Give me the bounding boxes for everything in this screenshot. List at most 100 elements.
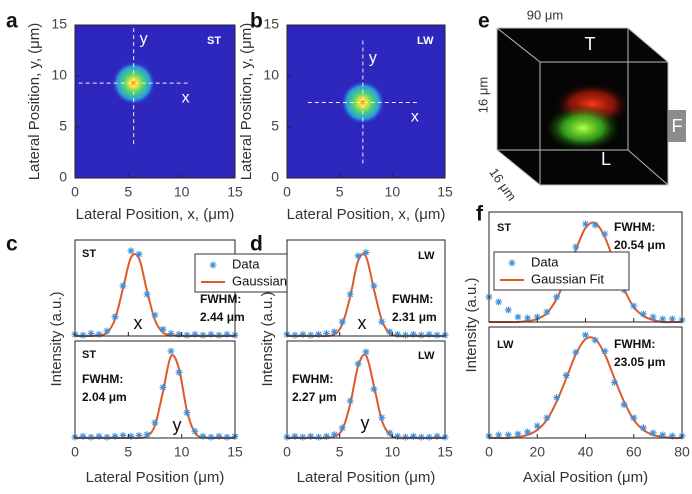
data-point bbox=[425, 433, 433, 441]
legend-label: Gaussian Fit bbox=[531, 271, 604, 286]
data-point bbox=[215, 432, 223, 440]
axes-frame bbox=[286, 239, 446, 337]
y-tick-label: 10 bbox=[51, 67, 67, 83]
data-point bbox=[394, 432, 402, 440]
tag: ST bbox=[82, 349, 96, 361]
data-point bbox=[417, 331, 425, 339]
fwhm-annotation: FWHM: bbox=[614, 337, 655, 351]
data-point bbox=[402, 331, 409, 339]
data-point bbox=[630, 302, 638, 310]
data-point bbox=[111, 432, 119, 440]
legend-label: Data bbox=[531, 254, 559, 269]
profile-axis-label: y bbox=[361, 413, 370, 433]
y-axis-label: Intensity (a.u.) bbox=[259, 291, 276, 386]
data-point bbox=[524, 428, 532, 436]
tag: LW bbox=[497, 339, 514, 351]
data-point bbox=[639, 310, 647, 318]
panel-letter: e bbox=[478, 10, 490, 33]
x-tick-label: 5 bbox=[124, 444, 132, 460]
data-point bbox=[338, 424, 346, 432]
fwhm-annotation: 20.54 μm bbox=[614, 238, 665, 252]
tag: LW bbox=[418, 350, 435, 362]
data-point bbox=[668, 315, 676, 323]
x-tick-label: 0 bbox=[71, 444, 79, 460]
data-point bbox=[620, 401, 628, 409]
data-point bbox=[553, 293, 561, 301]
data-point bbox=[143, 431, 151, 439]
data-point bbox=[370, 282, 378, 290]
data-point bbox=[582, 331, 589, 339]
data-point bbox=[323, 329, 330, 337]
data-point bbox=[111, 313, 119, 321]
data-point bbox=[504, 431, 512, 439]
data-point bbox=[394, 330, 402, 338]
data-point bbox=[199, 331, 207, 339]
legend-label: Data bbox=[232, 256, 260, 271]
data-point bbox=[103, 433, 111, 441]
tag: ST bbox=[82, 248, 96, 260]
data-point bbox=[191, 330, 199, 338]
x-tick-label: 10 bbox=[174, 184, 190, 200]
fwhm-annotation: FWHM: bbox=[392, 292, 433, 306]
y-tick-label: 10 bbox=[263, 67, 279, 83]
profile-axis-label: y bbox=[173, 415, 182, 435]
data-point bbox=[649, 429, 657, 437]
spot bbox=[111, 61, 156, 106]
tag: LW bbox=[418, 250, 435, 262]
x-tick-label: 40 bbox=[578, 444, 594, 460]
crosshair-label: x bbox=[411, 109, 419, 126]
x-tick-label: 15 bbox=[437, 184, 453, 200]
data-point bbox=[95, 432, 103, 440]
fwhm-annotation: FWHM: bbox=[82, 372, 123, 386]
data-point bbox=[630, 414, 638, 422]
data-point bbox=[135, 431, 143, 439]
data-point bbox=[582, 220, 589, 228]
data-point bbox=[338, 318, 346, 326]
data-point bbox=[370, 385, 378, 393]
x-axis-label: Lateral Position, x, (μm) bbox=[287, 206, 446, 223]
y-axis-label: Lateral Position, y, (μm) bbox=[26, 23, 43, 181]
data-point bbox=[183, 409, 191, 417]
data-point bbox=[330, 328, 338, 336]
data-point bbox=[495, 431, 503, 439]
data-point bbox=[315, 330, 323, 338]
crosshair-label: y bbox=[369, 50, 377, 67]
data-point bbox=[299, 330, 307, 338]
legend-box bbox=[493, 251, 630, 291]
dimension-label: 90 μm bbox=[527, 7, 563, 22]
panel-letter: b bbox=[250, 10, 263, 33]
panel-letter: c bbox=[6, 233, 18, 256]
data-point bbox=[409, 330, 417, 338]
data-point bbox=[167, 329, 175, 337]
tag: ST bbox=[497, 222, 511, 234]
data-point bbox=[346, 290, 354, 298]
axes-frame bbox=[488, 326, 683, 439]
profile-axis-label: x bbox=[358, 313, 367, 333]
x-tick-label: 15 bbox=[227, 184, 243, 200]
data-point bbox=[543, 414, 551, 422]
data-point bbox=[354, 252, 362, 260]
data-point bbox=[299, 433, 307, 441]
y-tick-label: 15 bbox=[263, 16, 279, 32]
crosshair-label: y bbox=[140, 30, 148, 47]
data-point bbox=[659, 315, 667, 323]
data-point bbox=[610, 379, 618, 386]
x-tick-label: 0 bbox=[485, 444, 493, 460]
y-tick-label: 0 bbox=[271, 169, 279, 185]
data-point bbox=[591, 221, 599, 229]
data-point bbox=[659, 431, 667, 439]
x-tick-label: 5 bbox=[336, 184, 344, 200]
data-point bbox=[639, 424, 647, 432]
x-tick-label: 60 bbox=[626, 444, 642, 460]
axes-background bbox=[489, 327, 682, 438]
data-point bbox=[151, 311, 159, 319]
data-point bbox=[668, 432, 676, 440]
y-tick-label: 5 bbox=[271, 118, 279, 134]
data-point bbox=[191, 427, 199, 435]
x-tick-label: 80 bbox=[674, 444, 690, 460]
data-point bbox=[175, 368, 183, 376]
data-point bbox=[79, 331, 87, 339]
data-point bbox=[323, 432, 330, 440]
x-tick-label: 10 bbox=[385, 444, 401, 460]
y-axis-label: Lateral Position, y, (μm) bbox=[238, 23, 255, 181]
